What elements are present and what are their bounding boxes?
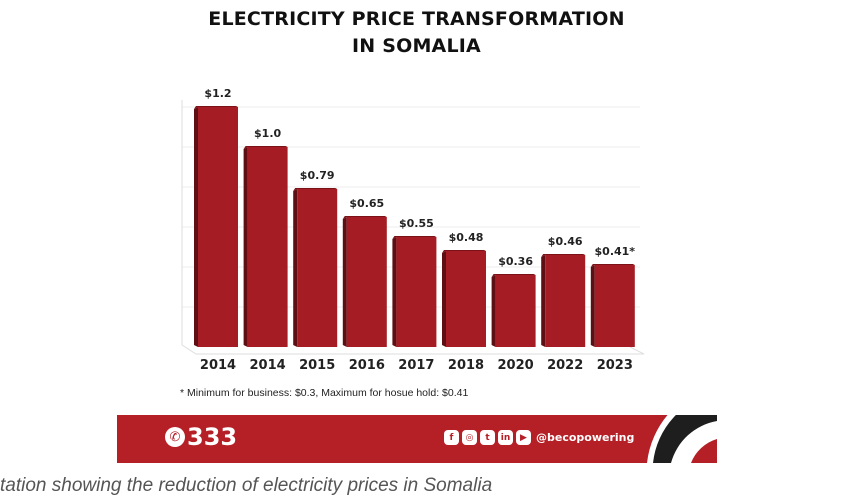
bar-side bbox=[194, 107, 198, 347]
data-label: $0.55 bbox=[399, 217, 434, 230]
bar-top bbox=[442, 250, 486, 253]
footer-band bbox=[117, 415, 717, 463]
x-tick-label: 2020 bbox=[498, 358, 534, 373]
phone-text: 333 bbox=[187, 423, 238, 451]
x-tick-label: 2016 bbox=[349, 358, 385, 373]
bar bbox=[594, 265, 635, 347]
data-label: $0.79 bbox=[300, 169, 335, 182]
bar bbox=[198, 107, 238, 347]
data-label: $1.0 bbox=[254, 127, 281, 140]
phone-icon: ✆ bbox=[165, 427, 185, 447]
bar-top bbox=[590, 264, 635, 267]
bar-top bbox=[243, 146, 288, 149]
bar-side bbox=[442, 251, 446, 347]
bar-chart: $1.2 2014 $1.0 2014 $0.79 2015 $0.65 2016 $0.55 2… bbox=[181, 87, 645, 373]
bar bbox=[446, 251, 486, 347]
bar bbox=[247, 147, 288, 347]
bar-top bbox=[392, 236, 437, 239]
x-tick-label: 2017 bbox=[398, 358, 434, 373]
bar-side bbox=[392, 237, 397, 347]
social-links: f ◎ t in ▶ @becopowering bbox=[444, 430, 634, 445]
bar bbox=[495, 275, 536, 347]
bar-top bbox=[491, 274, 536, 277]
x-tick-label: 2022 bbox=[547, 358, 583, 373]
x-tick-label: 2014 bbox=[200, 358, 236, 373]
data-label: $0.41* bbox=[595, 245, 636, 258]
bar-top bbox=[293, 188, 338, 191]
instagram-icon[interactable]: ◎ bbox=[462, 430, 477, 445]
chart-title-line2: IN SOMALIA bbox=[352, 35, 481, 57]
youtube-icon[interactable]: ▶ bbox=[516, 430, 531, 445]
bar bbox=[346, 217, 387, 347]
bar-side bbox=[590, 265, 595, 347]
data-label: $0.65 bbox=[349, 197, 384, 210]
social-handle: @becopowering bbox=[536, 431, 635, 444]
bar-top bbox=[541, 254, 586, 257]
x-tick-label: 2015 bbox=[299, 358, 335, 373]
data-label: $1.2 bbox=[204, 87, 231, 100]
phone-number: ✆ 333 bbox=[165, 423, 237, 451]
footnote: * Minimum for business: $0.3, Maximum fo… bbox=[180, 387, 469, 399]
bar-side bbox=[491, 275, 496, 347]
bar-side bbox=[541, 255, 546, 347]
x-tick-label: 2014 bbox=[250, 358, 286, 373]
facebook-icon[interactable]: f bbox=[444, 430, 459, 445]
linkedin-icon[interactable]: in bbox=[498, 430, 513, 445]
twitter-icon[interactable]: t bbox=[480, 430, 495, 445]
data-label: $0.36 bbox=[498, 255, 533, 268]
bar-side bbox=[342, 217, 347, 347]
bar bbox=[297, 189, 338, 347]
x-axis-floor bbox=[181, 344, 645, 355]
data-label: $0.46 bbox=[548, 235, 583, 248]
bar bbox=[545, 255, 586, 347]
bar-top bbox=[342, 216, 387, 219]
x-tick-label: 2023 bbox=[597, 358, 633, 373]
bar-side bbox=[243, 147, 248, 347]
bar-top bbox=[194, 106, 238, 109]
chart-title: ELECTRICITY PRICE TRANSFORMATION bbox=[208, 8, 625, 30]
bar bbox=[396, 237, 437, 347]
x-tick-label: 2018 bbox=[448, 358, 484, 373]
figure-caption: tation showing the reduction of electric… bbox=[0, 475, 493, 496]
data-label: $0.48 bbox=[449, 231, 484, 244]
bar-side bbox=[293, 189, 298, 347]
